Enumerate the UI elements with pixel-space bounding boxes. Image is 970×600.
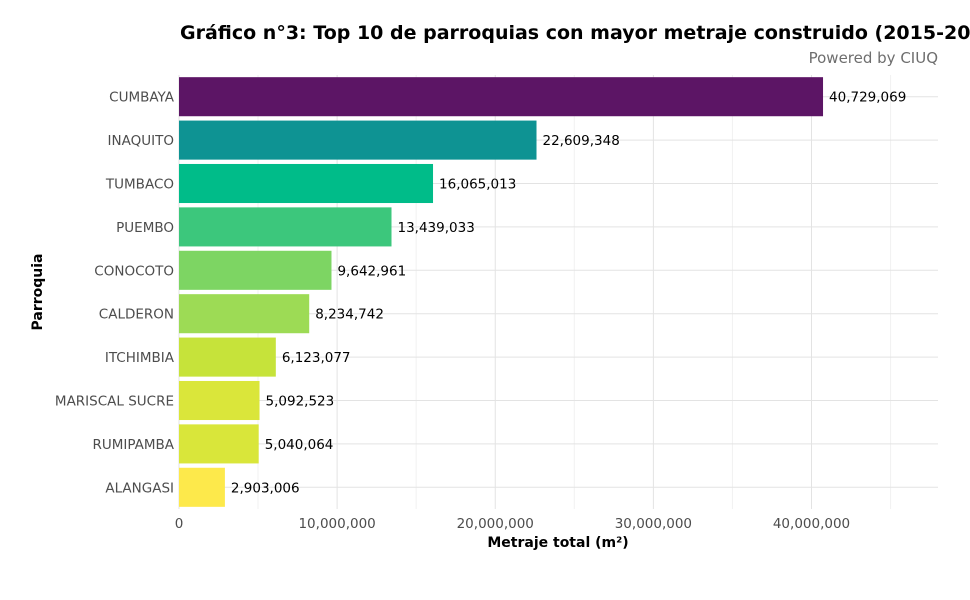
category-label: RUMIPAMBA [92, 437, 174, 453]
bar [179, 163, 434, 204]
bar [179, 424, 259, 464]
category-label: INAQUITO [108, 133, 174, 149]
category-label: TUMBACO [105, 177, 174, 193]
value-labels: 40,729,069 22,609,348 16,065,013 13,439,033… [231, 90, 906, 497]
value-label: 9,642,961 [337, 263, 406, 279]
category-label: CONOCOTO [94, 263, 174, 279]
value-label: 5,092,523 [266, 394, 335, 410]
x-tick-label: 10,000,000 [298, 516, 375, 532]
category-label: ALANGASI [105, 480, 174, 496]
x-tick-label: 40,000,000 [773, 516, 850, 532]
value-label: 40,729,069 [829, 90, 906, 106]
x-axis-title: Metraje total (m²) [487, 535, 628, 551]
category-label: CUMBAYA [109, 90, 175, 106]
value-label: 2,903,006 [231, 480, 300, 496]
bar [179, 207, 392, 247]
x-tick-label: 20,000,000 [457, 516, 534, 532]
category-label: PUEMBO [116, 220, 174, 236]
y-axis-title: Parroquia [30, 254, 46, 331]
value-label: 13,439,033 [398, 220, 475, 236]
value-label: 16,065,013 [439, 177, 516, 193]
bar [179, 380, 260, 421]
value-label: 22,609,348 [543, 133, 620, 149]
x-tick-label: 0 [175, 516, 184, 532]
value-label: 5,040,064 [265, 437, 334, 453]
category-label: CALDERON [99, 307, 174, 323]
bars [179, 77, 824, 507]
category-label: ITCHIMBIA [105, 350, 175, 366]
value-label: 6,123,077 [282, 350, 351, 366]
category-label: MARISCAL SUCRE [55, 394, 174, 410]
x-tick-labels: 0 10,000,000 20,000,000 30,000,000 40,000,00… [175, 516, 850, 532]
bar [179, 77, 824, 117]
value-label: 8,234,742 [315, 307, 384, 323]
chart-subtitle: Powered by CIUQ [809, 49, 938, 67]
x-tick-label: 30,000,000 [615, 516, 692, 532]
bar [179, 467, 225, 507]
category-labels: CUMBAYA INAQUITO TUMBACO PUEMBO CONOCOTO CALD… [55, 90, 175, 497]
bar [179, 294, 310, 334]
bar [179, 337, 276, 377]
bar [179, 250, 332, 290]
chart-title: Gráfico n°3: Top 10 de parroquias con ma… [180, 22, 970, 44]
bar [179, 120, 537, 160]
